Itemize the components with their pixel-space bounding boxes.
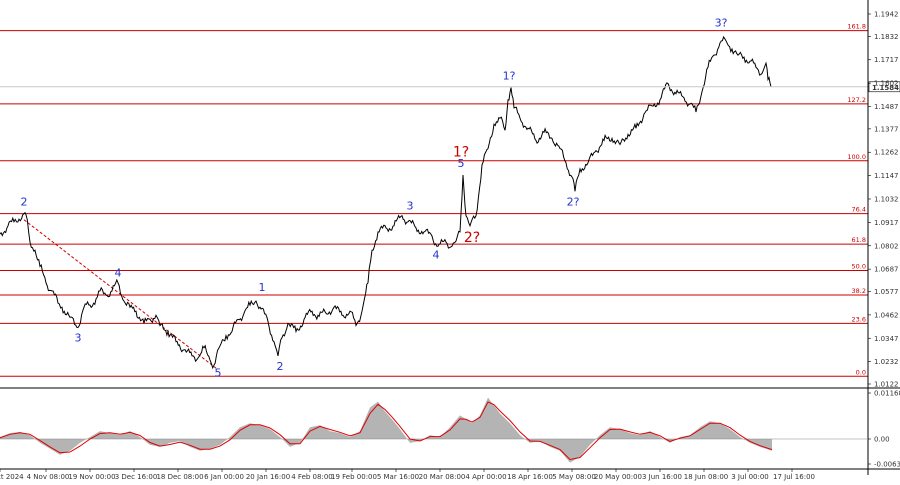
price-tick-label: 1.1032: [874, 196, 899, 204]
fib-label: 61.8: [852, 236, 866, 244]
price-tick-label: 1.1942: [874, 11, 899, 19]
price-tick-label: 1.1147: [874, 172, 899, 180]
price-series: [0, 35, 772, 370]
oscillator-panel: [0, 397, 868, 463]
price-tick-label: 1.0687: [874, 266, 899, 274]
time-tick-label: 18 Dec 08:00: [156, 473, 203, 481]
time-tick-label: 18 Apr 16:00: [507, 473, 553, 481]
wave-label: 2?: [464, 230, 480, 246]
price-tick-label: 1.0802: [874, 242, 899, 250]
time-tick-label: 18 Jun 08:00: [684, 473, 728, 481]
time-tick-label: 5 May 08:00: [552, 473, 596, 481]
price-tick-label: 1.0232: [874, 358, 899, 366]
wave-label: 2: [21, 196, 28, 209]
fib-label: 23.6: [852, 315, 866, 323]
time-tick-label: 3 Jul 00:00: [731, 473, 769, 481]
time-tick-label: 14 Oct 2024: [0, 473, 24, 481]
price-axis: 1.1942 1.1832 1.1717 1.1602 1.1487 1.1377 1.12…: [0, 0, 900, 475]
price-tick-label: 1.1262: [874, 149, 899, 157]
time-tick-label: 20 Jan 16:00: [246, 473, 290, 481]
price-tick-label: 1.0577: [874, 288, 899, 296]
wave-label: 1: [259, 281, 266, 294]
time-tick-label: 5 Mar 16:00: [377, 473, 419, 481]
wave-label: 3: [407, 200, 414, 213]
wave-label: 4: [433, 248, 440, 261]
dashed-trend-line: [23, 219, 217, 369]
fib-label: 100.0: [847, 153, 866, 161]
price-tick-label: 1.0462: [874, 311, 899, 319]
time-tick-label: 4 Apr 00:00: [465, 473, 506, 481]
osc-tick-label: 0.01168: [874, 390, 900, 398]
time-tick-label: 20 Mar 08:00: [419, 473, 466, 481]
current-price-label: 1.1584: [872, 84, 899, 92]
price-line: [0, 35, 772, 370]
wave-label: 2: [277, 360, 284, 373]
osc-tick-label: 0.00: [874, 435, 890, 443]
price-tick-label: 1.1717: [874, 56, 899, 64]
price-tick-label: 1.1602: [874, 80, 899, 88]
price-tick-label: 1.0122: [874, 381, 899, 389]
wave-label: 1?: [453, 145, 469, 161]
price-tick-label: 1.1377: [874, 125, 899, 133]
time-tick-label: 4 Feb 08:00: [291, 473, 332, 481]
price-tick-label: 1.1487: [874, 103, 899, 111]
time-tick-label: 19 Nov 00:00: [68, 473, 115, 481]
fib-label: 38.2: [852, 287, 866, 295]
fib-label: 0.0: [856, 368, 866, 376]
wave-label: 5: [215, 366, 222, 379]
wave-label: 4: [115, 267, 122, 280]
time-tick-label: 6 Jan 00:00: [204, 473, 244, 481]
wave-label: 2?: [567, 196, 580, 209]
price-tick-label: 1.0347: [874, 335, 899, 343]
time-tick-label: 19 Feb 00:00: [331, 473, 377, 481]
price-tick-label: 1.1832: [874, 33, 899, 41]
time-tick-label: 17 Jul 16:00: [773, 473, 815, 481]
current-price: 1.1584: [0, 81, 900, 93]
trend-line: [23, 219, 217, 369]
fib-label: 161.8: [847, 23, 866, 31]
fib-label: 50.0: [852, 263, 866, 271]
current-price-box: [868, 81, 900, 93]
price-tick-label: 1.0917: [874, 219, 899, 227]
osc-tick-label: -0.00635: [874, 461, 900, 469]
oscillator-axis: 0.01168 0.00 -0.00635: [868, 390, 900, 469]
oscillator-signal-line: [0, 401, 773, 461]
fib-label: 127.2: [847, 96, 866, 104]
time-tick-label: 4 Nov 08:00: [27, 473, 70, 481]
wave-label: 3: [75, 332, 82, 345]
time-tick-label: 3 Dec 16:00: [115, 473, 158, 481]
time-tick-label: 20 May 00:00: [594, 473, 642, 481]
time-tick-label: 3 Jun 16:00: [642, 473, 682, 481]
fib-label: 76.4: [852, 206, 866, 214]
wave-label: 3?: [715, 17, 728, 30]
wave-label: 5: [458, 157, 465, 170]
fibonacci-levels: 161.8 127.2 100.0 76.4 61.8 50.0 38.2 23.6 0.0: [0, 23, 868, 377]
wave-label: 1?: [503, 69, 516, 82]
